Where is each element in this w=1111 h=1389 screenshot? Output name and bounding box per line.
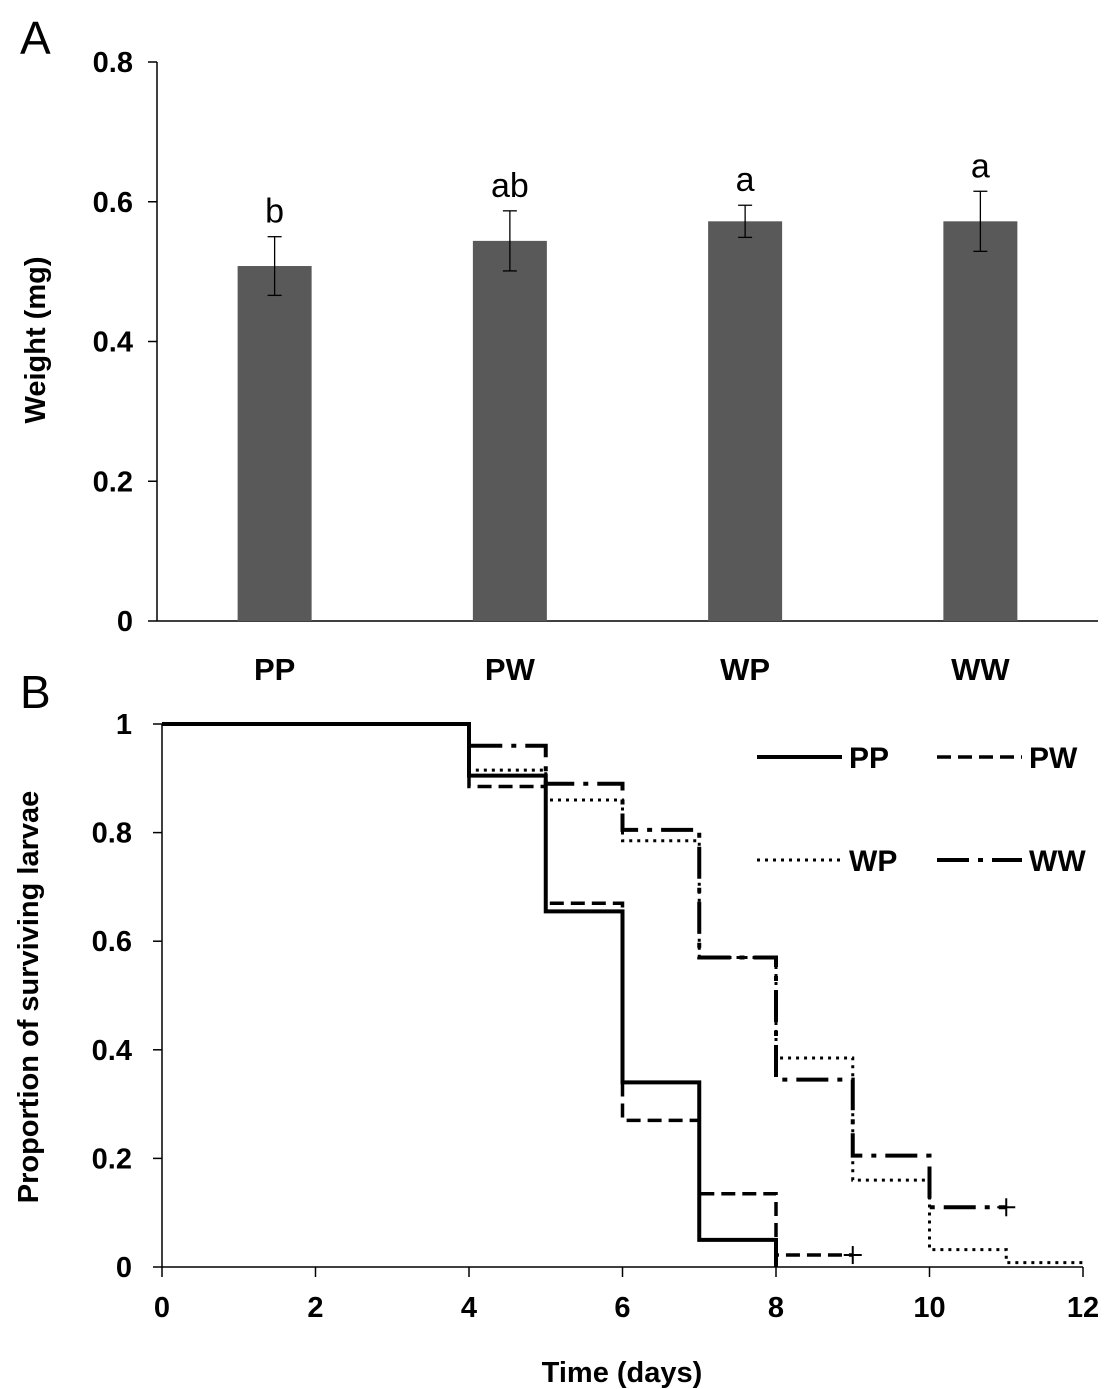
- panel-a-y-tick-label: 0.2: [93, 466, 133, 498]
- panel-b-x-tick-label: 0: [154, 1292, 170, 1324]
- panel-b-x-tick-label: 2: [307, 1292, 323, 1324]
- panel-a-significance-label: a: [736, 161, 755, 199]
- panel-b-y-tick-label: 0: [116, 1252, 132, 1284]
- panel-b-x-axis-title: Time (days): [542, 1357, 703, 1389]
- panel-b: B Proportion of surviving larvae Time (d…: [13, 666, 1099, 1389]
- panel-a-category-label: WW: [951, 652, 1010, 687]
- panel-a-category-label: PW: [485, 652, 536, 687]
- panel-b-y-tick-label: 1: [116, 709, 132, 741]
- panel-a-significance-label: b: [265, 193, 284, 231]
- panel-a: A Weight (mg) 0 0.2 0.4 0.6 0.8 b PP ab PW a WP a W…: [20, 12, 1098, 687]
- panel-b-x-tick-label: 10: [913, 1292, 945, 1324]
- panel-b-series-ww: [162, 722, 1007, 1210]
- panel-b-series-wp: [162, 722, 1083, 1265]
- panel-a-y-tick-label: 0.8: [93, 47, 133, 79]
- panel-b-y-axis-title: Proportion of surviving larvae: [13, 791, 45, 1204]
- panel-b-axes: 00.20.40.60.810 2 4 6 8 10 12: [92, 709, 1099, 1324]
- panel-b-letter: B: [20, 666, 51, 718]
- panel-b-x-tick-label: 6: [614, 1292, 630, 1324]
- panel-a-y-axis-title: Weight (mg): [20, 257, 52, 424]
- panel-b-curves: [162, 722, 1083, 1267]
- panel-b-legend: PP PW WP WW: [757, 742, 1086, 878]
- panel-b-y-tick-label: 0.2: [92, 1143, 132, 1175]
- panel-b-x-tick-label: 12: [1067, 1292, 1099, 1324]
- panel-b-x-tick-label: 4: [461, 1292, 477, 1324]
- panel-b-series-pw: [162, 722, 853, 1257]
- panel-a-letter: A: [20, 12, 51, 64]
- panel-b-y-tick-label: 0.6: [92, 926, 132, 958]
- panel-b-legend-label: WW: [1029, 845, 1086, 878]
- panel-a-y-tick-label: 0: [117, 606, 133, 638]
- panel-a-axes: 0 0.2 0.4 0.6 0.8: [93, 47, 1098, 638]
- panel-a-bar: [472, 240, 547, 621]
- panel-a-bars: b PP ab PW a WP a WW: [237, 147, 1018, 687]
- panel-b-y-tick-label: 0.8: [92, 818, 132, 850]
- panel-a-significance-label: a: [971, 147, 990, 185]
- panel-a-bar: [708, 221, 783, 621]
- panel-a-category-label: WP: [720, 652, 770, 687]
- panel-a-bar: [943, 221, 1018, 621]
- panel-a-significance-label: ab: [491, 167, 529, 205]
- panel-b-legend-label: WP: [849, 845, 897, 878]
- panel-a-category-label: PP: [254, 652, 295, 687]
- panel-b-x-tick-label: 8: [768, 1292, 784, 1324]
- panel-a-bar: [237, 266, 312, 621]
- panel-b-series-pp: [162, 722, 778, 1267]
- panel-b-legend-label: PW: [1029, 742, 1078, 775]
- panel-b-y-tick-label: 0.4: [92, 1035, 132, 1067]
- panel-a-y-tick-label: 0.6: [93, 187, 133, 219]
- panel-a-y-tick-label: 0.4: [93, 327, 133, 359]
- panel-b-legend-label: PP: [849, 742, 889, 775]
